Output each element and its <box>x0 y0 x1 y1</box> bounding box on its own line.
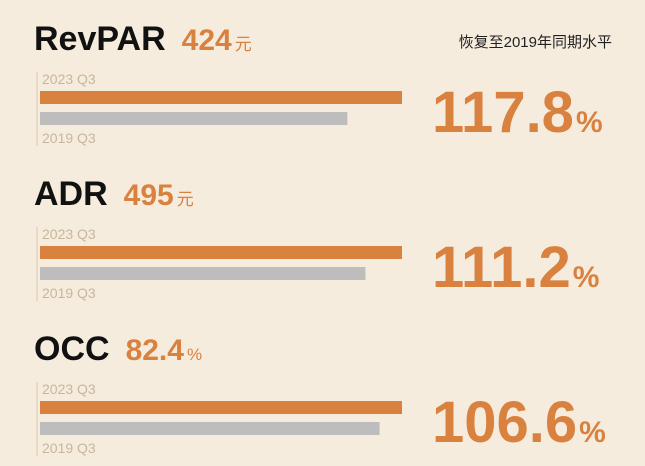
bar-label: 2023 Q3 <box>42 381 96 397</box>
recovery-unit: % <box>573 261 600 294</box>
metric-value: 424 <box>182 24 232 57</box>
bar <box>40 112 348 125</box>
recovery-value: 117.8 <box>432 80 574 145</box>
bar-label: 2023 Q3 <box>42 71 96 87</box>
recovery-value: 106.6 <box>432 390 577 455</box>
header: 恢复至2019年同期水平 <box>459 33 612 51</box>
bar <box>40 401 402 414</box>
metric-line: ADR 495 元 <box>34 175 194 213</box>
metric-value: 495 <box>124 179 174 212</box>
recovery-value: 111.2 <box>432 235 571 300</box>
bar <box>40 267 366 280</box>
metric-name: OCC <box>34 330 110 368</box>
metric-line: RevPAR 424 元 <box>34 20 252 58</box>
recovery-unit: % <box>576 106 603 139</box>
metric-name: ADR <box>34 175 108 213</box>
bar <box>40 91 402 104</box>
metric-line: OCC 82.4% <box>34 330 202 368</box>
bar <box>40 422 380 435</box>
bar-label: 2019 Q3 <box>42 285 96 301</box>
recovery-unit: % <box>579 416 606 449</box>
bar-label: 2019 Q3 <box>42 440 96 456</box>
bar-label: 2019 Q3 <box>42 130 96 146</box>
bar <box>40 246 402 259</box>
recovery: 111.2% <box>432 235 599 300</box>
recovery: 117.8% <box>432 80 603 145</box>
metric-name: RevPAR <box>34 20 166 58</box>
metric-value: 82.4 <box>126 334 185 367</box>
bar-label: 2023 Q3 <box>42 226 96 242</box>
metric-unit: % <box>187 345 202 364</box>
recovery: 106.6% <box>432 390 606 455</box>
metric-unit: 元 <box>235 35 252 54</box>
metric-unit: 元 <box>177 190 194 209</box>
